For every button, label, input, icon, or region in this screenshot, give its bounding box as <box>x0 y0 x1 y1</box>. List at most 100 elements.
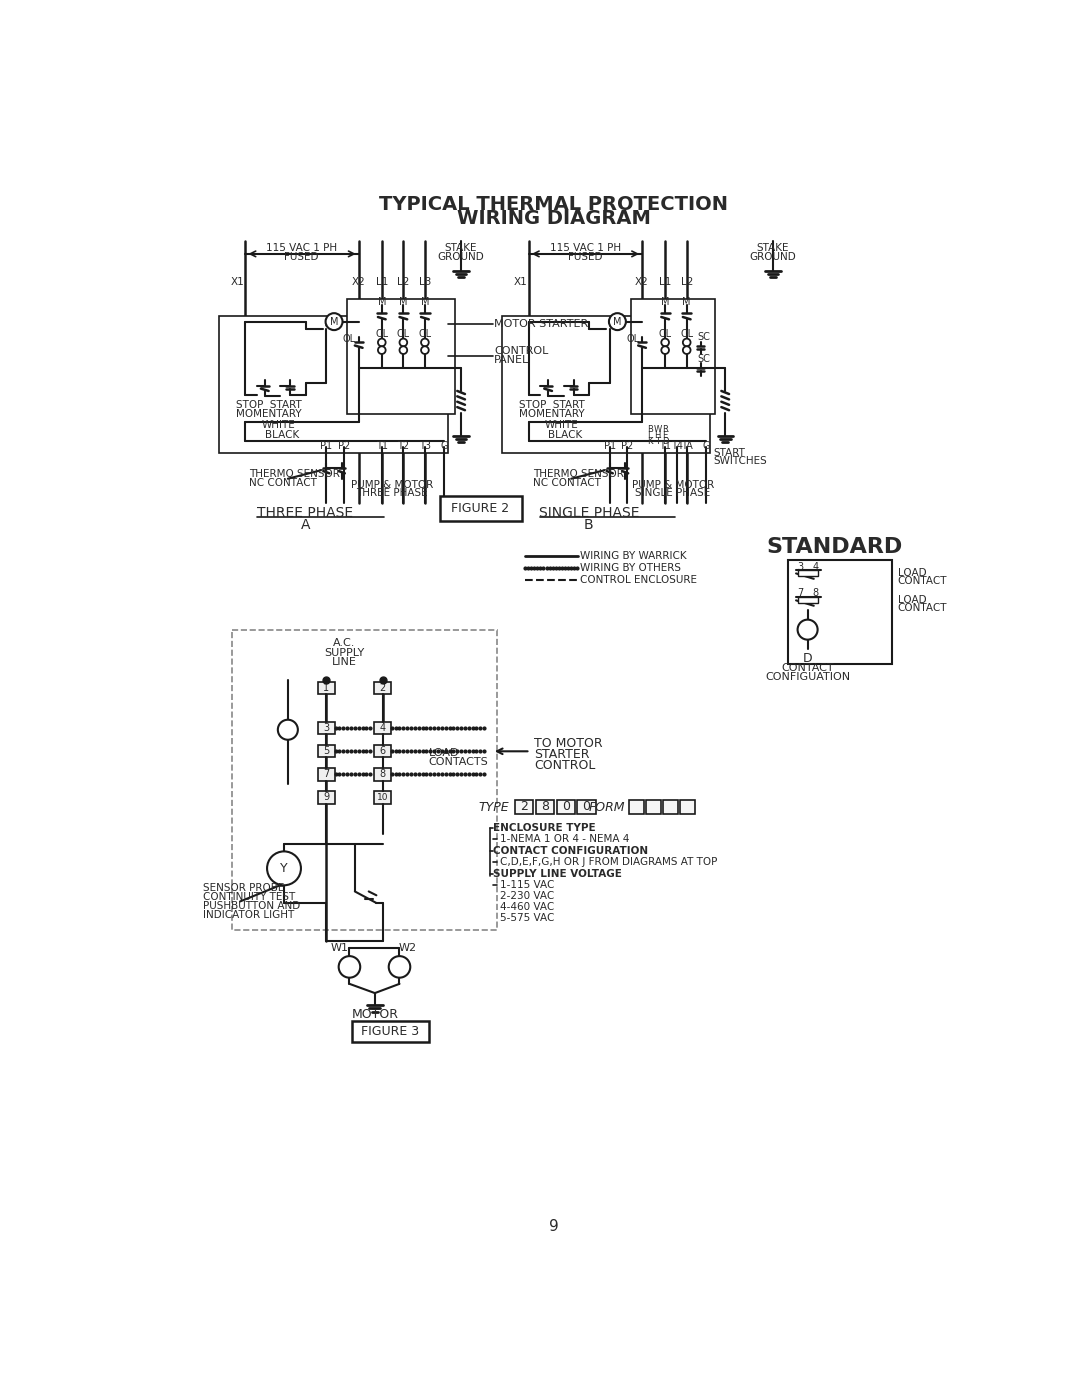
Circle shape <box>683 338 690 346</box>
Text: LOAD: LOAD <box>897 595 927 605</box>
Bar <box>374 722 391 735</box>
Text: 2: 2 <box>379 683 386 693</box>
Text: OL: OL <box>375 328 389 339</box>
Text: PUMP & MOTOR: PUMP & MOTOR <box>632 481 714 490</box>
Text: CONTINUITY TEST: CONTINUITY TEST <box>203 891 296 902</box>
Text: SENSOR PROBE: SENSOR PROBE <box>203 883 284 893</box>
Text: CONTROL: CONTROL <box>495 346 549 356</box>
Bar <box>374 791 391 803</box>
Text: W1: W1 <box>330 943 349 953</box>
Text: STOP  START: STOP START <box>235 400 301 409</box>
Text: THERMO SENSOR: THERMO SENSOR <box>249 469 340 479</box>
Text: 9: 9 <box>549 1220 558 1234</box>
Text: CONTROL ENCLOSURE: CONTROL ENCLOSURE <box>580 574 698 584</box>
Bar <box>515 800 534 813</box>
Text: T: T <box>654 437 660 446</box>
Text: 3: 3 <box>797 562 802 571</box>
Text: X1: X1 <box>230 277 244 286</box>
Text: LOAD: LOAD <box>429 747 459 757</box>
Text: OL: OL <box>659 328 672 339</box>
Text: SC: SC <box>698 353 710 363</box>
Text: T4: T4 <box>671 441 683 451</box>
Text: 1: 1 <box>323 683 329 693</box>
Text: CONTACT: CONTACT <box>897 576 947 587</box>
Text: Y: Y <box>280 862 287 875</box>
Text: FUSED: FUSED <box>284 251 319 263</box>
Text: B: B <box>584 518 594 532</box>
Bar <box>578 800 596 813</box>
Bar <box>440 496 522 521</box>
Bar <box>318 768 335 781</box>
Text: CONTACT CONFIGURATION: CONTACT CONFIGURATION <box>494 847 649 856</box>
Bar <box>347 299 455 414</box>
Text: 2-230 VAC: 2-230 VAC <box>500 891 554 901</box>
Circle shape <box>798 620 818 640</box>
Text: BLACK: BLACK <box>265 430 299 440</box>
Text: MOTOR STARTER: MOTOR STARTER <box>495 319 589 328</box>
Text: SINGLE PHASE: SINGLE PHASE <box>635 489 711 499</box>
Text: INDICATOR LIGHT: INDICATOR LIGHT <box>203 911 295 921</box>
Text: 115 VAC 1 PH: 115 VAC 1 PH <box>550 243 621 253</box>
Text: OL: OL <box>418 328 432 339</box>
Text: 5-575 VAC: 5-575 VAC <box>500 912 554 922</box>
Text: 10: 10 <box>377 793 389 802</box>
Text: M: M <box>683 296 691 306</box>
Text: W: W <box>653 425 662 434</box>
Text: SWITCHES: SWITCHES <box>714 455 768 467</box>
Text: THREE PHASE: THREE PHASE <box>257 506 353 520</box>
Circle shape <box>325 313 342 330</box>
Circle shape <box>267 851 301 886</box>
Text: OL: OL <box>342 334 356 344</box>
Text: L1: L1 <box>659 277 672 286</box>
Text: NC CONTACT: NC CONTACT <box>249 478 318 489</box>
Text: 115 VAC 1 PH: 115 VAC 1 PH <box>266 243 337 253</box>
Bar <box>502 316 710 453</box>
Text: SUPPLY LINE VOLTAGE: SUPPLY LINE VOLTAGE <box>494 869 622 880</box>
Bar <box>218 316 448 453</box>
Text: P1: P1 <box>321 441 333 451</box>
Text: T1: T1 <box>376 441 388 451</box>
Text: G: G <box>702 441 710 451</box>
Text: STARTER: STARTER <box>535 747 590 761</box>
Text: 7: 7 <box>797 588 804 598</box>
Text: 1-115 VAC: 1-115 VAC <box>500 880 554 890</box>
Circle shape <box>378 346 386 353</box>
Text: D: D <box>802 652 812 665</box>
Text: CONTACT: CONTACT <box>897 604 947 613</box>
Text: 4: 4 <box>379 724 386 733</box>
Circle shape <box>378 338 386 346</box>
Text: L3: L3 <box>419 277 431 286</box>
Text: 8: 8 <box>541 800 549 813</box>
Text: A.C.: A.C. <box>333 638 355 648</box>
Bar <box>798 570 818 576</box>
Circle shape <box>683 346 690 353</box>
Text: STAKE: STAKE <box>757 243 789 253</box>
Text: 4-460 VAC: 4-460 VAC <box>500 902 554 912</box>
Text: E: E <box>662 432 667 440</box>
Text: P2: P2 <box>338 441 350 451</box>
Text: X1: X1 <box>514 277 527 286</box>
Text: OL: OL <box>396 328 410 339</box>
Text: GROUND: GROUND <box>437 251 485 263</box>
Bar <box>663 800 678 813</box>
Text: SUPPLY: SUPPLY <box>324 648 364 658</box>
Bar <box>352 1021 429 1042</box>
Text: FIGURE 3: FIGURE 3 <box>361 1025 419 1038</box>
Text: M: M <box>378 296 386 306</box>
Text: 8: 8 <box>379 770 386 780</box>
Text: PUSHBUTTON AND: PUSHBUTTON AND <box>203 901 300 911</box>
Text: WIRING BY OTHERS: WIRING BY OTHERS <box>580 563 681 573</box>
Text: M: M <box>329 317 338 327</box>
Text: START: START <box>714 447 745 458</box>
Circle shape <box>339 956 361 978</box>
Circle shape <box>661 338 669 346</box>
Circle shape <box>400 346 407 353</box>
Text: THERMO SENSOR: THERMO SENSOR <box>532 469 623 479</box>
Text: M: M <box>421 296 429 306</box>
Bar <box>318 682 335 694</box>
Bar <box>536 800 554 813</box>
Text: M: M <box>613 317 622 327</box>
Text: B: B <box>647 425 652 434</box>
Text: GROUND: GROUND <box>750 251 796 263</box>
Text: TO MOTOR: TO MOTOR <box>535 738 603 750</box>
